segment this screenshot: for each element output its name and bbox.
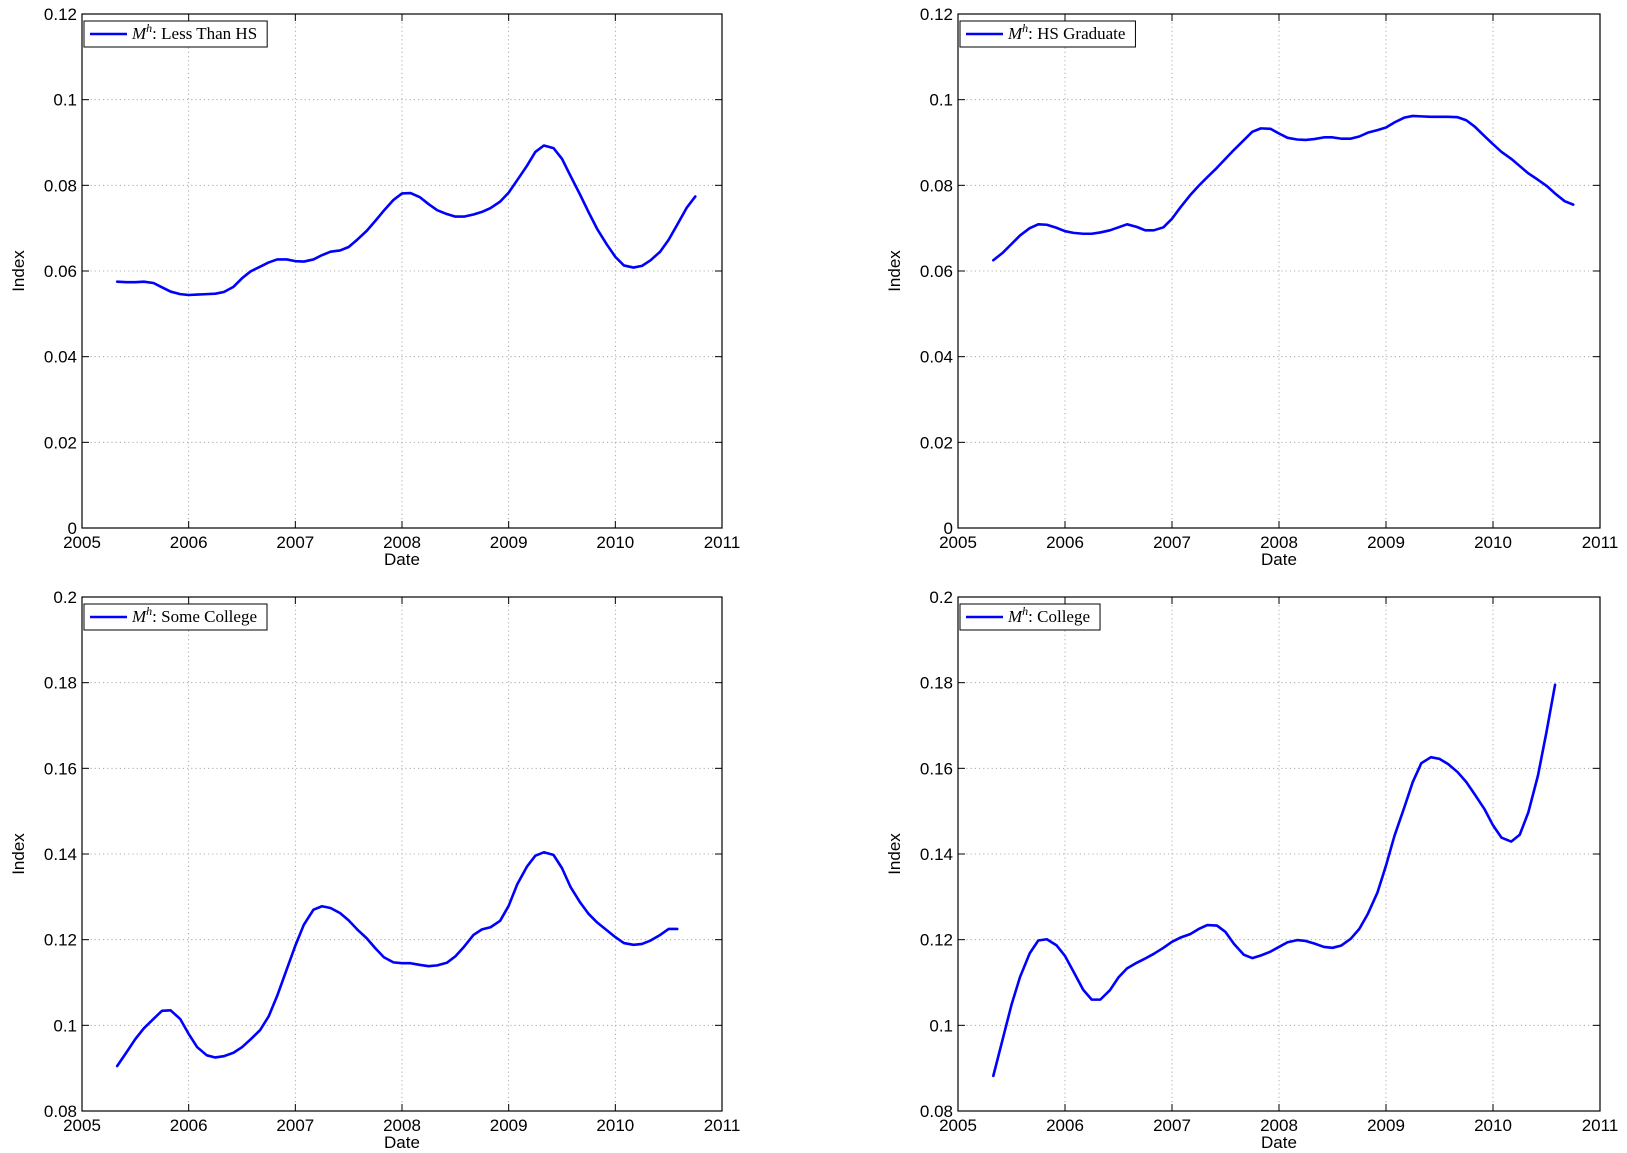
y-tick-label: 0.12 xyxy=(920,931,953,950)
axes-box xyxy=(81,596,723,1112)
y-axis-label: Index xyxy=(885,833,904,875)
x-tick-label: 2011 xyxy=(1582,1116,1619,1135)
legend: Mh: Some College xyxy=(83,603,268,631)
x-tick-label: 2011 xyxy=(704,1116,741,1135)
y-tick-label: 0.14 xyxy=(920,845,953,864)
axes-box xyxy=(81,13,723,529)
y-tick-label: 0.08 xyxy=(44,176,77,195)
y-axis-label: Index xyxy=(9,833,28,875)
y-tick-label: 0.18 xyxy=(920,674,953,693)
legend-text: Mh: College xyxy=(1007,604,1090,626)
x-tick-label: 2010 xyxy=(596,533,634,552)
y-tick-label: 0.02 xyxy=(920,433,953,452)
axes-box xyxy=(957,596,1601,1112)
series-line xyxy=(115,850,679,1068)
series-line xyxy=(992,114,1575,262)
y-tick-label: 0.14 xyxy=(44,845,77,864)
y-tick-label: 0.12 xyxy=(44,5,77,24)
y-tick-label: 0.16 xyxy=(44,759,77,778)
x-tick-label: 2006 xyxy=(1046,1116,1084,1135)
legend-text: Mh: Some College xyxy=(131,604,257,626)
y-axis-label: Index xyxy=(885,250,904,292)
y-tick-label: 0.08 xyxy=(920,1102,953,1121)
y-tick-label: 0.1 xyxy=(53,91,77,110)
y-tick-label: 0.08 xyxy=(920,176,953,195)
y-tick-label: 0 xyxy=(68,519,77,538)
x-tick-label: 2007 xyxy=(1153,1116,1191,1135)
y-tick-label: 0.12 xyxy=(44,931,77,950)
y-tick-label: 0.02 xyxy=(44,433,77,452)
y-tick-label: 0.2 xyxy=(929,588,953,607)
y-tick-label: 0.16 xyxy=(920,759,953,778)
x-tick-label: 2008 xyxy=(1260,1116,1298,1135)
x-axis-label: Date xyxy=(1261,550,1297,569)
y-tick-label: 0.1 xyxy=(53,1016,77,1035)
x-tick-label: 2007 xyxy=(276,533,314,552)
y-tick-label: 0.08 xyxy=(44,1102,77,1121)
x-axis-label: Date xyxy=(384,1133,420,1152)
x-tick-label: 2006 xyxy=(170,533,208,552)
x-tick-label: 2008 xyxy=(383,1116,421,1135)
y-tick-label: 0.2 xyxy=(53,588,77,607)
x-tick-label: 2005 xyxy=(63,533,101,552)
y-tick-label: 0 xyxy=(944,519,953,538)
y-tick-label: 0.06 xyxy=(44,262,77,281)
y-tick-label: 0.18 xyxy=(44,674,77,693)
y-tick-label: 0.04 xyxy=(44,348,77,367)
x-tick-label: 2011 xyxy=(704,533,741,552)
legend: Mh: HS Graduate xyxy=(959,20,1136,48)
chart-panel-4: 2005 2006 2007 2008 2009 2010 2011 0.08 0.1 0.12 0… xyxy=(885,588,1618,1152)
series-line xyxy=(992,683,1557,1078)
x-axis-label: Date xyxy=(384,550,420,569)
chart-panel-1: 2005 2006 2007 2008 2009 2010 2011 0 0.02 0.04 0.0… xyxy=(9,5,740,569)
x-tick-label: 2009 xyxy=(490,533,528,552)
x-tick-label: 2010 xyxy=(1474,1116,1512,1135)
y-axis-label: Index xyxy=(9,250,28,292)
axes-box xyxy=(957,13,1601,529)
x-axis-label: Date xyxy=(1261,1133,1297,1152)
series-line xyxy=(115,144,697,297)
legend-text: Mh: Less Than HS xyxy=(131,21,257,43)
chart-panel-3: 2005 2006 2007 2008 2009 2010 2011 0.08 0.1 0.12 0… xyxy=(9,588,740,1152)
x-tick-label: 2007 xyxy=(1153,533,1191,552)
x-tick-label: 2011 xyxy=(1582,533,1619,552)
x-tick-label: 2006 xyxy=(170,1116,208,1135)
y-tick-label: 0.12 xyxy=(920,5,953,24)
x-tick-label: 2008 xyxy=(383,533,421,552)
x-tick-label: 2005 xyxy=(63,1116,101,1135)
y-tick-label: 0.1 xyxy=(929,91,953,110)
legend: Mh: Less Than HS xyxy=(83,20,268,48)
legend-text: Mh: HS Graduate xyxy=(1007,21,1125,43)
y-tick-label: 0.06 xyxy=(920,262,953,281)
x-tick-label: 2010 xyxy=(1474,533,1512,552)
chart-panel-2: 2005 2006 2007 2008 2009 2010 2011 0 0.02 0.04 0.0… xyxy=(885,5,1618,569)
x-tick-label: 2005 xyxy=(939,1116,977,1135)
x-tick-label: 2008 xyxy=(1260,533,1298,552)
x-tick-label: 2010 xyxy=(596,1116,634,1135)
x-tick-label: 2009 xyxy=(1367,533,1405,552)
x-tick-label: 2007 xyxy=(276,1116,314,1135)
y-tick-label: 0.04 xyxy=(920,348,953,367)
legend: Mh: College xyxy=(959,603,1101,631)
x-tick-label: 2005 xyxy=(939,533,977,552)
y-tick-label: 0.1 xyxy=(929,1016,953,1035)
x-tick-label: 2009 xyxy=(1367,1116,1405,1135)
x-tick-label: 2006 xyxy=(1046,533,1084,552)
x-tick-label: 2009 xyxy=(490,1116,528,1135)
